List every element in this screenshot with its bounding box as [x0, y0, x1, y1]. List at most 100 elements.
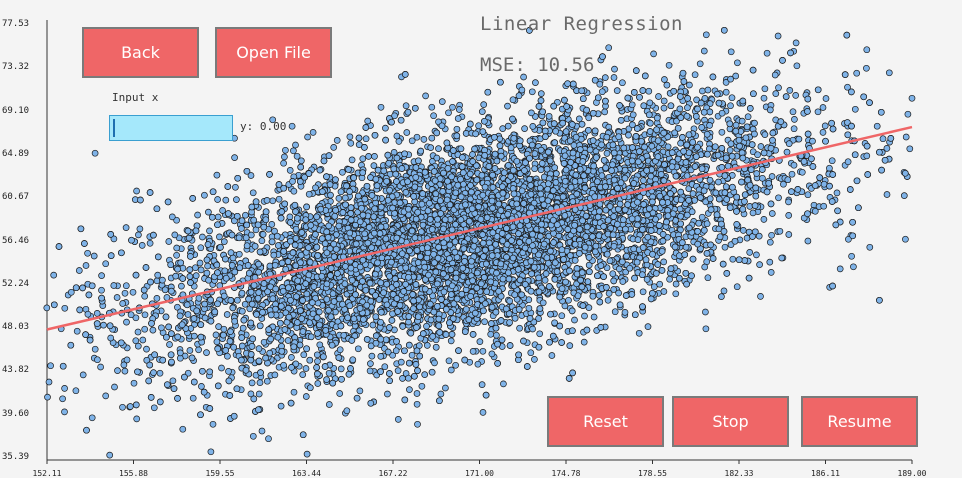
data-point — [661, 105, 667, 111]
data-point — [272, 372, 278, 378]
data-point — [336, 195, 342, 201]
data-point — [256, 391, 262, 397]
data-point — [522, 126, 528, 132]
data-point — [137, 226, 143, 232]
data-point — [150, 327, 156, 333]
data-point — [448, 338, 454, 344]
data-point — [198, 245, 204, 251]
data-point — [62, 409, 68, 415]
data-point — [409, 352, 415, 358]
data-point — [728, 76, 734, 82]
data-point — [406, 319, 412, 325]
data-point — [195, 212, 201, 218]
data-point — [566, 297, 572, 303]
data-point — [758, 293, 764, 299]
data-point — [333, 177, 339, 183]
data-point — [355, 346, 361, 352]
data-point — [304, 451, 310, 457]
data-point — [421, 136, 427, 142]
data-point — [884, 192, 890, 198]
data-point — [395, 416, 401, 422]
data-point — [762, 132, 768, 138]
data-point — [480, 348, 486, 354]
data-point — [692, 72, 698, 78]
data-point — [762, 86, 768, 92]
data-point — [347, 134, 353, 140]
data-point — [606, 290, 612, 296]
data-point — [197, 260, 203, 266]
data-point — [712, 144, 718, 150]
data-point — [539, 160, 545, 166]
data-point — [479, 109, 485, 115]
data-point — [820, 129, 826, 135]
data-point — [139, 242, 145, 248]
data-point — [729, 95, 735, 101]
data-point — [730, 256, 736, 262]
data-point — [227, 329, 233, 335]
data-point — [300, 372, 306, 378]
data-point — [402, 348, 408, 354]
data-point — [616, 290, 622, 296]
data-point — [315, 381, 321, 387]
data-point — [786, 232, 792, 238]
data-point — [767, 259, 773, 265]
data-point — [549, 353, 555, 359]
data-point — [516, 93, 522, 99]
data-point — [291, 389, 297, 395]
data-point — [723, 89, 729, 95]
data-point — [907, 146, 913, 152]
data-point — [849, 253, 855, 259]
data-point — [142, 312, 148, 318]
data-point — [45, 394, 51, 400]
data-point — [482, 319, 488, 325]
data-point — [715, 179, 721, 185]
data-point — [431, 113, 437, 119]
data-point — [214, 339, 220, 345]
data-point — [719, 129, 725, 135]
data-point — [651, 51, 657, 57]
data-point — [586, 305, 592, 311]
data-point — [166, 239, 172, 245]
data-point — [886, 70, 892, 76]
data-point — [480, 240, 486, 246]
data-point — [301, 352, 307, 358]
data-point — [446, 358, 452, 364]
data-point — [234, 297, 240, 303]
data-point — [391, 149, 397, 155]
data-point — [178, 283, 184, 289]
data-point — [384, 391, 390, 397]
data-point — [481, 102, 487, 108]
data-point — [500, 381, 506, 387]
data-point — [739, 118, 745, 124]
data-point — [769, 232, 775, 238]
data-point — [745, 114, 751, 120]
data-point — [288, 354, 294, 360]
data-point — [310, 129, 316, 135]
data-point — [349, 157, 355, 163]
data-point — [250, 190, 256, 196]
data-point — [786, 141, 792, 147]
data-point — [661, 98, 667, 104]
data-point — [796, 136, 802, 142]
data-point — [645, 324, 651, 330]
data-point — [214, 172, 220, 178]
data-point — [226, 368, 232, 374]
data-point — [394, 133, 400, 139]
data-point — [764, 50, 770, 56]
data-point — [820, 105, 826, 111]
data-point — [151, 405, 157, 411]
data-point — [714, 91, 720, 97]
data-point — [585, 279, 591, 285]
data-point — [740, 227, 746, 233]
data-point — [185, 312, 191, 318]
data-point — [507, 298, 513, 304]
data-point — [582, 313, 588, 319]
data-point — [281, 160, 287, 166]
data-point — [699, 214, 705, 220]
data-point — [702, 264, 708, 270]
data-point — [403, 103, 409, 109]
data-point — [159, 277, 165, 283]
data-point — [382, 125, 388, 131]
data-point — [531, 356, 537, 362]
data-point — [854, 70, 860, 76]
